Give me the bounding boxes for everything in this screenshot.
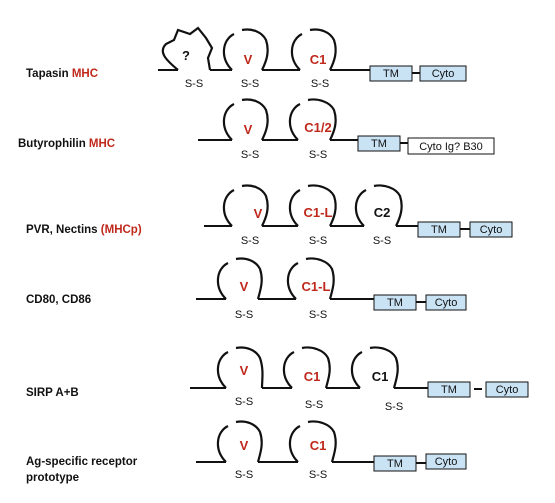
row-pvr-nectins: PVR, Nectins (MHCp) V S-S C1-L S-S C2 S-… (26, 184, 513, 247)
v-domain-label: V (240, 363, 249, 378)
v-domain-label: V (240, 279, 249, 294)
disulfide-bond-label: S-S (235, 396, 253, 408)
cyto-label: Cyto (432, 68, 455, 80)
c1-domain-loop (282, 346, 331, 389)
v-domain-loop (222, 98, 269, 141)
disulfide-bond-label: S-S (305, 399, 323, 411)
v-domain-label: V (254, 206, 263, 221)
c1-domain-loop-2 (350, 346, 399, 389)
v-domain-loop (216, 257, 263, 300)
cyto-box (485, 381, 529, 398)
c2-domain-loop (354, 184, 403, 227)
row-label-line2: prototype (26, 472, 79, 484)
row-butyrophilin: Butyrophilin MHC V S-S C1/2 S-S TM Cyto … (18, 98, 495, 161)
disulfide-bond-label: S-S (185, 78, 203, 90)
tm-label: TM (431, 224, 447, 236)
tm-box (427, 381, 471, 398)
disulfide-bond-label: S-S (241, 235, 259, 247)
disulfide-bond-label: S-S (309, 149, 327, 161)
v-domain-label: V (240, 438, 249, 453)
disulfide-bond-label: S-S (385, 401, 403, 413)
c1l-domain-label: C1-L (304, 205, 333, 220)
c1l-domain-label: C1-L (302, 279, 331, 294)
row-label: PVR, Nectins (MHCp) (26, 224, 142, 236)
v-domain-loop (216, 420, 263, 463)
c1-2-domain-loop (288, 98, 337, 141)
cyto-box (425, 294, 467, 311)
row-label: Butyrophilin MHC (18, 138, 115, 150)
row-label: SIRP A+B (26, 387, 79, 399)
c1-domain-label: C1 (310, 438, 327, 453)
c1-2-domain-label: C1/2 (304, 120, 331, 135)
tm-label: TM (387, 458, 403, 470)
row-label: Ag-specific receptor (26, 456, 138, 468)
cyto-label: Cyto Ig? B30 (419, 141, 483, 153)
c2-domain-label: C2 (374, 205, 391, 220)
c1-domain-loop (290, 28, 337, 71)
cyto-box (425, 453, 467, 470)
cyto-label: Cyto (435, 297, 458, 309)
cyto-box (419, 65, 467, 82)
tm-label: TM (371, 138, 387, 150)
tm-label: TM (387, 297, 403, 309)
disulfide-bond-label: S-S (235, 309, 253, 321)
c1l-domain-loop (288, 184, 337, 227)
v-domain-loop (216, 346, 264, 389)
v-domain-label: V (244, 52, 253, 67)
row-sirp: SIRP A+B V S-S C1 S-S C1 S-S TM Cyto (26, 346, 529, 413)
c1-domain-label-2: C1 (372, 369, 389, 384)
row-cd80-cd86: CD80, CD86 V S-S C1-L S-S TM Cyto (26, 257, 467, 321)
v-domain-loop (222, 184, 269, 227)
cyto-box (407, 137, 495, 155)
c1-domain-loop (288, 420, 337, 463)
tm-label: TM (383, 68, 399, 80)
row-label: CD80, CD86 (26, 294, 91, 306)
unknown-domain-loop (161, 26, 214, 71)
cyto-label: Cyto (480, 224, 503, 236)
c1-domain-label: C1 (310, 52, 327, 67)
unknown-domain-label: ? (182, 48, 190, 63)
row-tapasin: Tapasin MHC ? S-S V S-S C1 S-S TM Cyto (26, 26, 467, 90)
c1-domain-label: C1 (304, 369, 321, 384)
row-ag-specific-receptor: Ag-specific receptor prototype V S-S C1 … (26, 420, 467, 484)
tm-label: TM (441, 384, 457, 396)
disulfide-bond-label: S-S (311, 78, 329, 90)
row-label: Tapasin MHC (26, 68, 98, 80)
disulfide-bond-label: S-S (373, 235, 391, 247)
disulfide-bond-label: S-S (309, 309, 327, 321)
c1l-domain-loop (286, 257, 335, 300)
v-domain-label: V (244, 122, 253, 137)
cyto-box (469, 221, 513, 238)
disulfide-bond-label: S-S (241, 149, 259, 161)
disulfide-bond-label: S-S (235, 469, 253, 481)
disulfide-bond-label: S-S (309, 235, 327, 247)
disulfide-bond-label: S-S (241, 78, 259, 90)
cyto-label: Cyto (496, 384, 519, 396)
disulfide-bond-label: S-S (309, 469, 327, 481)
cyto-label: Cyto (435, 456, 458, 468)
v-domain-loop (222, 28, 269, 71)
